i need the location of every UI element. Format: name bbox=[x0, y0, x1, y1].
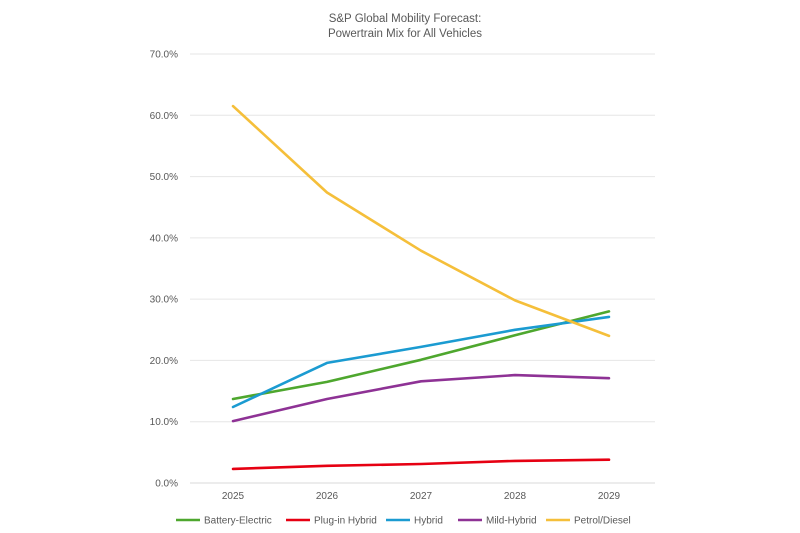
series-line-battery-electric bbox=[231, 310, 611, 401]
chart-title: S&P Global Mobility Forecast: bbox=[329, 13, 482, 25]
series-line-hybrid bbox=[231, 315, 611, 409]
x-axis-ticks: 2025 2026 2027 2028 2029 bbox=[222, 491, 621, 502]
legend-label-battery-electric: Battery-Electric bbox=[204, 516, 272, 527]
series-lines bbox=[231, 104, 611, 471]
x-tick-label: 2025 bbox=[222, 491, 245, 502]
series-line-petrol-diesel bbox=[231, 104, 611, 338]
legend-label-hybrid: Hybrid bbox=[414, 516, 443, 527]
series-line-mild-hybrid bbox=[231, 373, 611, 423]
legend-label-plug-in-hybrid: Plug-in Hybrid bbox=[314, 516, 377, 527]
legend: Battery-Electric Plug-in Hybrid Hybrid Mild… bbox=[176, 516, 631, 527]
x-tick-label: 2027 bbox=[410, 491, 433, 502]
y-tick-label: 70.0% bbox=[150, 50, 178, 61]
y-tick-label: 40.0% bbox=[150, 233, 178, 244]
x-tick-label: 2026 bbox=[316, 491, 339, 502]
y-axis-ticks: 0.0% 10.0% 20.0% 30.0% 40.0% 50.0% 60.0% 70.0% bbox=[150, 50, 178, 490]
series-line-plug-in-hybrid bbox=[231, 458, 611, 471]
y-tick-label: 20.0% bbox=[150, 356, 178, 367]
legend-label-petrol-diesel: Petrol/Diesel bbox=[574, 516, 631, 527]
y-tick-label: 10.0% bbox=[150, 417, 178, 428]
x-tick-label: 2029 bbox=[598, 491, 621, 502]
gridlines bbox=[190, 53, 655, 484]
legend-label-mild-hybrid: Mild-Hybrid bbox=[486, 516, 537, 527]
y-tick-label: 60.0% bbox=[150, 111, 178, 122]
x-tick-label: 2028 bbox=[504, 491, 527, 502]
chart-subtitle: Powertrain Mix for All Vehicles bbox=[328, 28, 482, 40]
y-tick-label: 30.0% bbox=[150, 295, 178, 306]
y-tick-label: 0.0% bbox=[155, 479, 178, 490]
y-tick-label: 50.0% bbox=[150, 172, 178, 183]
